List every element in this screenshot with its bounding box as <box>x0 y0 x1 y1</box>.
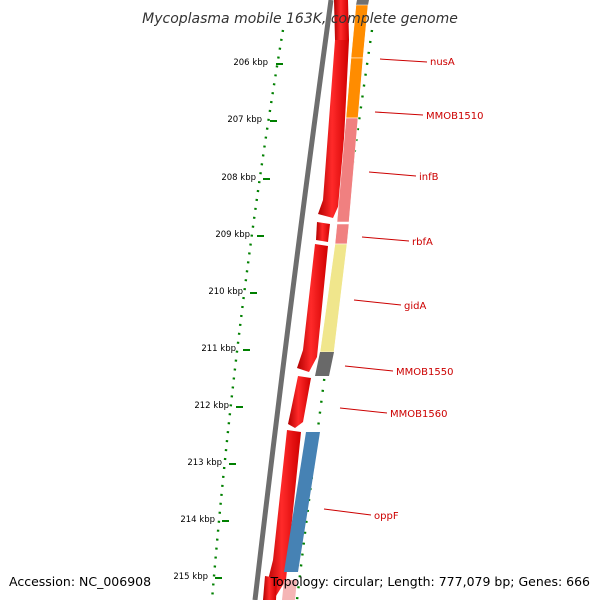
orf-arrow <box>297 244 328 372</box>
gene-feature-track <box>282 0 369 600</box>
gene-block-rbfA <box>334 223 350 245</box>
gene-block-MMOB1550 <box>315 352 334 376</box>
tick-label: 207 kbp <box>227 115 262 125</box>
gene-label-gidA[interactable]: gidA <box>404 301 426 312</box>
tick-label: 208 kbp <box>221 173 256 183</box>
tick-label: 213 kbp <box>187 458 222 468</box>
gene-block-infB <box>336 117 359 223</box>
gene-label-leader <box>361 236 410 242</box>
gene-block-bottom-pink <box>282 580 297 600</box>
gene-labels: nusA MMOB1510 infB rbfA gidA MMOB1550 MM… <box>323 57 483 522</box>
gene-label-leader <box>339 407 388 414</box>
gene-block-MMOB1510 <box>345 57 364 119</box>
orf-arrow <box>334 0 349 40</box>
tick-label: 215 kbp <box>173 572 208 582</box>
orf-arrow <box>316 222 330 242</box>
gene-label-leader <box>323 508 372 516</box>
gene-label-leader <box>344 365 394 372</box>
gene-label-MMOB1510[interactable]: MMOB1510 <box>426 111 483 122</box>
gene-label-leader <box>368 171 417 177</box>
map-title: Mycoplasma mobile 163K, complete genome <box>142 11 458 27</box>
orf-arrow <box>288 376 311 428</box>
gene-label-leader <box>374 111 424 116</box>
gene-block-top-gray <box>356 0 369 5</box>
orf-arrow <box>263 576 277 600</box>
gc-content-dotted-track <box>295 29 374 600</box>
gene-label-oppF[interactable]: oppF <box>374 511 399 522</box>
gene-label-leader <box>379 58 428 63</box>
orf-arrow <box>266 430 301 596</box>
tick-label: 210 kbp <box>208 287 243 297</box>
genome-stats-text: Topology: circular; Length: 777,079 bp; … <box>270 574 591 589</box>
tick-label: 211 kbp <box>201 344 236 354</box>
gene-label-nusA[interactable]: nusA <box>430 57 455 68</box>
gene-label-leader <box>353 299 402 306</box>
tick-label: 206 kbp <box>233 58 268 68</box>
gene-label-MMOB1560[interactable]: MMOB1560 <box>390 409 447 420</box>
gene-label-infB[interactable]: infB <box>419 172 439 183</box>
tick-label: 209 kbp <box>215 230 250 240</box>
tick-label: 212 kbp <box>194 401 229 411</box>
accession-text: Accession: NC_006908 <box>9 574 151 589</box>
scale-ticks: 206 kbp 207 kbp 208 kbp 209 kbp 210 kbp … <box>173 58 283 582</box>
genome-backbone <box>252 0 334 600</box>
tick-label: 214 kbp <box>180 515 215 525</box>
gene-label-MMOB1550[interactable]: MMOB1550 <box>396 367 453 378</box>
gene-label-rbfA[interactable]: rbfA <box>412 237 433 248</box>
gene-block-oppF <box>284 432 320 572</box>
